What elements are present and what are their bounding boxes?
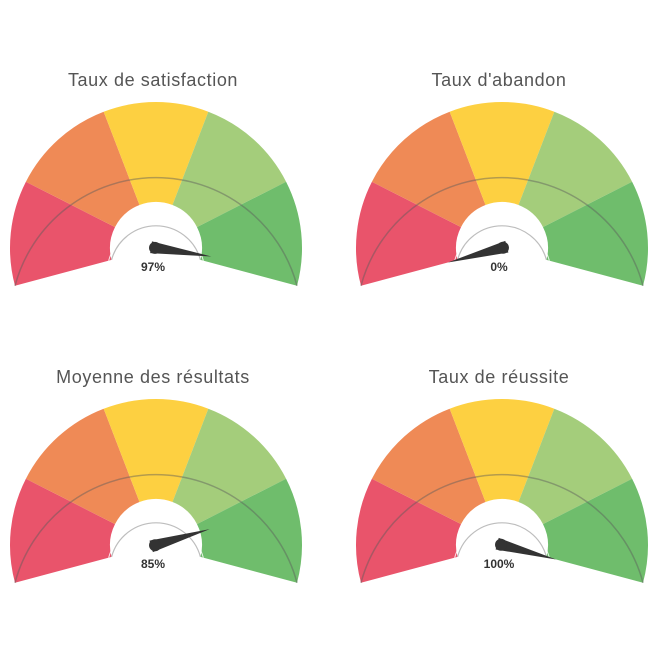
gauge-band-red bbox=[9, 478, 116, 583]
gauge-inner-rim-highlight bbox=[108, 520, 204, 558]
gauge-band-orange bbox=[371, 111, 486, 228]
gauge-band-green bbox=[196, 478, 303, 583]
gauge-needle-hub bbox=[149, 539, 162, 552]
gauge-svg bbox=[356, 102, 648, 286]
gauge-band-red bbox=[356, 181, 462, 286]
gauge-inner-rim bbox=[456, 522, 548, 558]
gauge-title: Taux de réussite bbox=[428, 367, 570, 387]
gauge-band-orange bbox=[25, 408, 140, 525]
gauge-band-yellow bbox=[103, 102, 209, 206]
gauge-needle bbox=[495, 537, 557, 560]
gauge-band-light-green bbox=[518, 408, 633, 525]
gauge-needle-hub bbox=[495, 538, 508, 551]
gauge-value-label: 0% bbox=[490, 260, 508, 274]
gauge-panel-satisfaction: Taux de satisfaction 97% bbox=[0, 0, 326, 326]
gauge-inner-rim-highlight bbox=[454, 520, 550, 558]
gauge-outer-rim bbox=[360, 176, 644, 286]
gauge-band-yellow bbox=[103, 399, 209, 503]
gauge-svg bbox=[356, 399, 648, 583]
gauge-band-light-green bbox=[172, 111, 287, 228]
gauge-inner-rim bbox=[110, 522, 202, 558]
gauge-value-label: 97% bbox=[140, 260, 166, 274]
gauge-needle bbox=[447, 240, 509, 263]
gauge-outer-rim bbox=[14, 176, 298, 286]
gauge-needle bbox=[149, 529, 210, 553]
gauge-inner-rim-highlight bbox=[454, 223, 550, 261]
gauge-title: Taux d'abandon bbox=[431, 70, 567, 90]
gauge-band-yellow bbox=[449, 102, 555, 206]
gauge-svg bbox=[9, 399, 303, 583]
gauge-band-red bbox=[356, 478, 462, 583]
gauge-value-label: 85% bbox=[140, 557, 166, 571]
gauge-panel-results: Moyenne des résultats 85% bbox=[0, 297, 326, 623]
gauge-inner-rim-highlight bbox=[108, 223, 204, 261]
gauge-band-orange bbox=[371, 408, 486, 525]
gauge-needle-hub bbox=[496, 241, 509, 254]
gauge-outer-rim bbox=[360, 473, 644, 583]
gauge-band-light-green bbox=[518, 111, 633, 228]
gauge-inner-rim bbox=[456, 225, 548, 261]
gauge-band-yellow bbox=[449, 399, 555, 503]
gauge-band-green bbox=[196, 181, 303, 286]
gauge-band-red bbox=[9, 181, 116, 286]
gauge-band-light-green bbox=[172, 408, 287, 525]
gauge-needle bbox=[150, 241, 212, 257]
gauge-panel-abandon: Taux d'abandon 0% bbox=[346, 0, 652, 326]
gauge-band-orange bbox=[25, 111, 140, 228]
gauge-title: Taux de satisfaction bbox=[67, 70, 239, 90]
gauge-band-green bbox=[542, 478, 648, 583]
gauge-panel-success: Taux de réussite 100% bbox=[346, 297, 652, 623]
gauge-needle-hub bbox=[149, 241, 162, 254]
gauge-title: Moyenne des résultats bbox=[56, 367, 250, 387]
gauge-band-green bbox=[542, 181, 648, 286]
gauge-value-label: 100% bbox=[483, 557, 515, 571]
gauge-outer-rim bbox=[14, 473, 298, 583]
gauge-inner-rim bbox=[110, 225, 202, 261]
gauge-svg bbox=[9, 102, 303, 286]
